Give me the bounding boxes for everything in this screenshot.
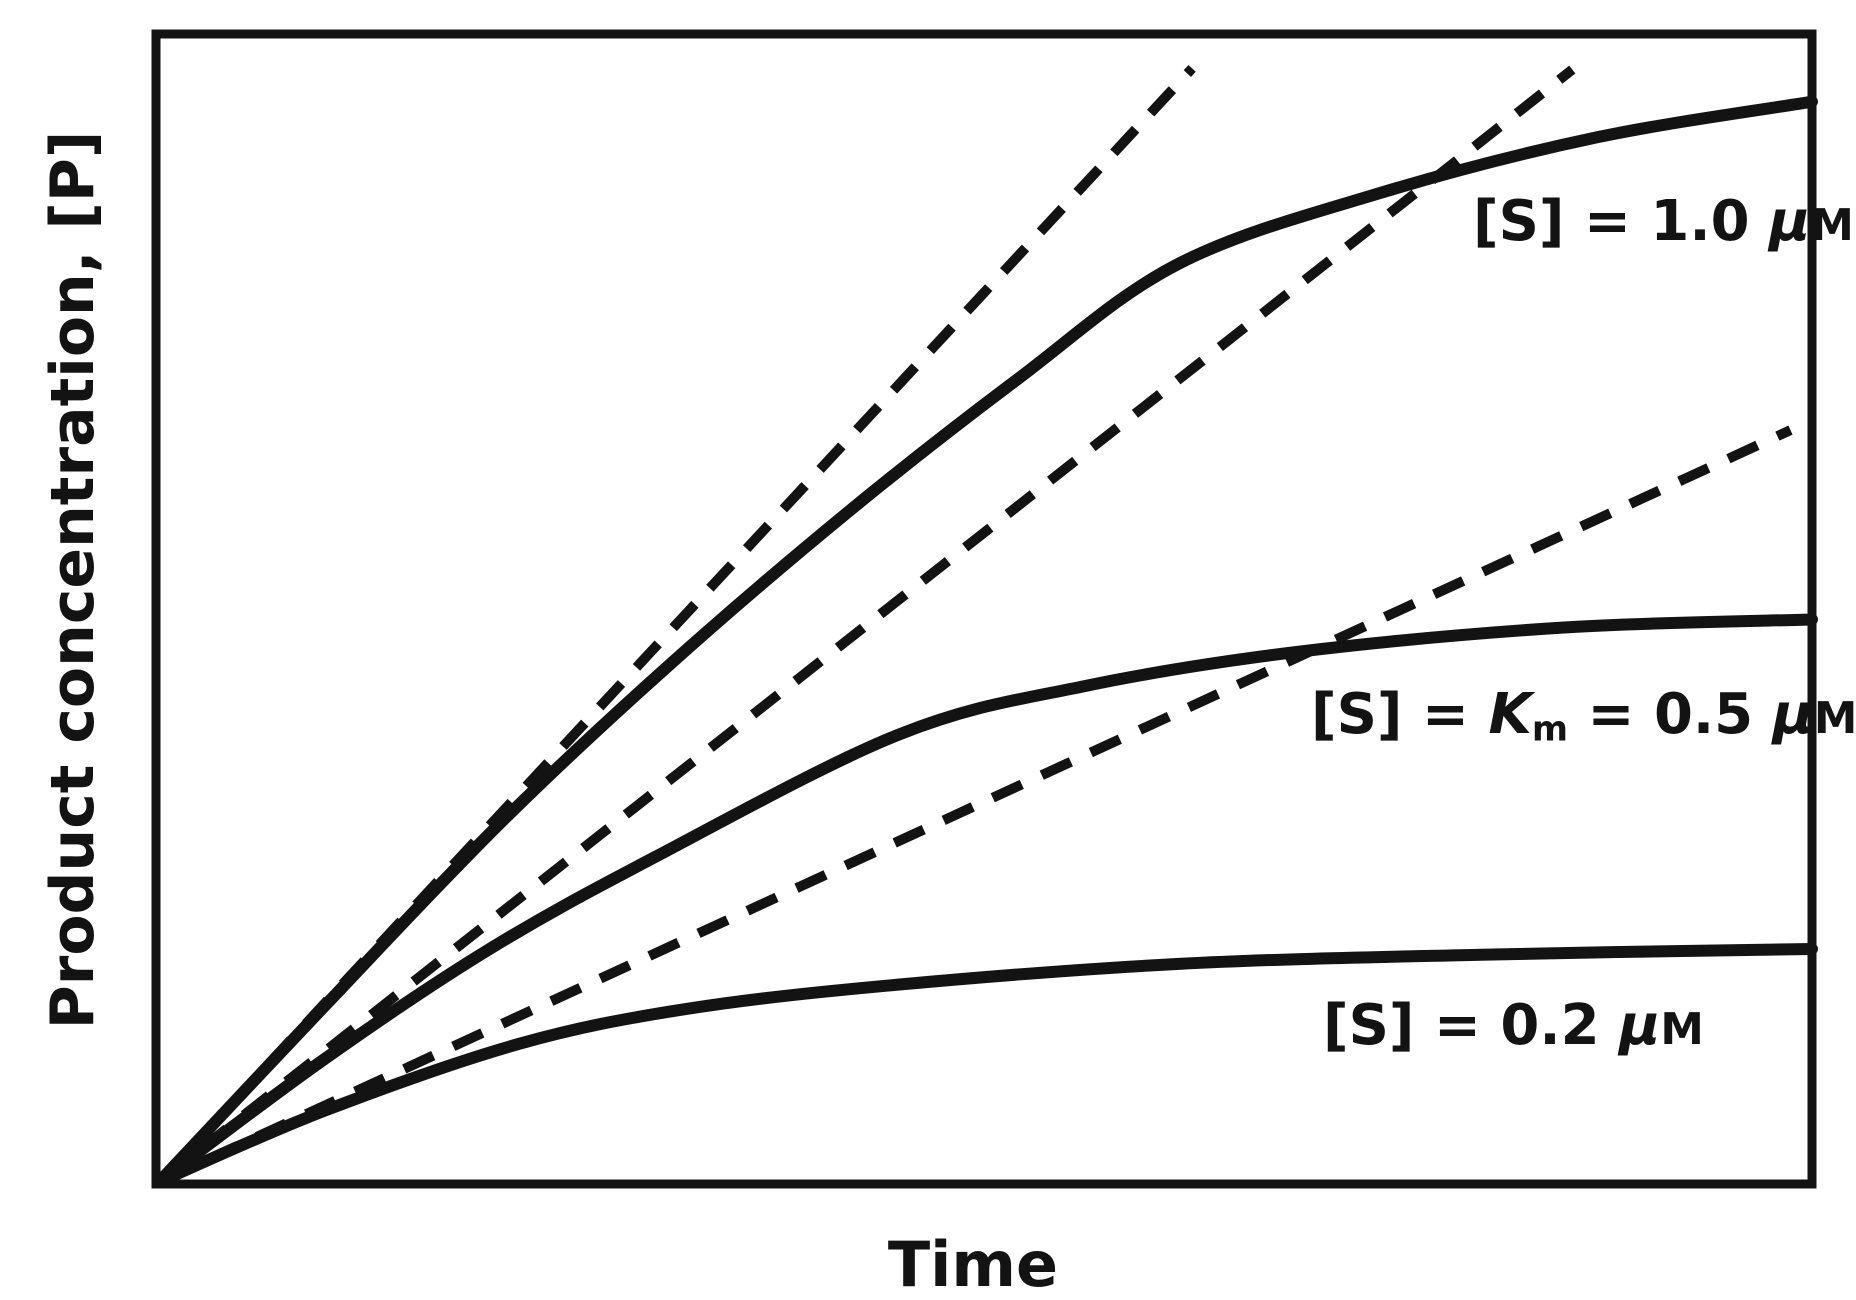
label-part: M bbox=[1813, 693, 1856, 744]
label-part: K bbox=[1488, 682, 1532, 747]
initial-velocity-tangent-0.5um bbox=[155, 65, 1576, 1186]
label-part: [S] = 0.2 bbox=[1323, 993, 1620, 1058]
label-part: [S] = bbox=[1311, 682, 1489, 747]
label-part: μ bbox=[1772, 682, 1814, 747]
progress-curve-0.2um bbox=[153, 943, 1818, 1188]
label-part: μ bbox=[1769, 189, 1811, 254]
label-part: m bbox=[1531, 709, 1569, 750]
label-part: [S] = 1.0 bbox=[1473, 189, 1770, 254]
series-label-s10: [S] = 1.0 μM bbox=[1473, 194, 1854, 250]
initial-velocity-tangent-0.2um bbox=[156, 425, 1793, 1187]
series-label-s02: [S] = 0.2 μM bbox=[1323, 998, 1704, 1054]
label-part: M bbox=[1660, 1004, 1704, 1055]
y-axis-label: Product concentration, [P] bbox=[38, 131, 108, 1030]
label-part: μ bbox=[1619, 993, 1661, 1058]
initial-velocity-tangent-1.0um bbox=[155, 64, 1196, 1186]
series-label-s05: [S] = Km = 0.5 μM bbox=[1311, 687, 1856, 747]
label-part: M bbox=[1810, 200, 1854, 251]
plot-frame bbox=[151, 29, 1817, 1189]
x-axis-label: Time bbox=[888, 1228, 1058, 1300]
progress-curve-0.5um bbox=[153, 613, 1818, 1188]
label-part: = 0.5 bbox=[1568, 682, 1773, 747]
